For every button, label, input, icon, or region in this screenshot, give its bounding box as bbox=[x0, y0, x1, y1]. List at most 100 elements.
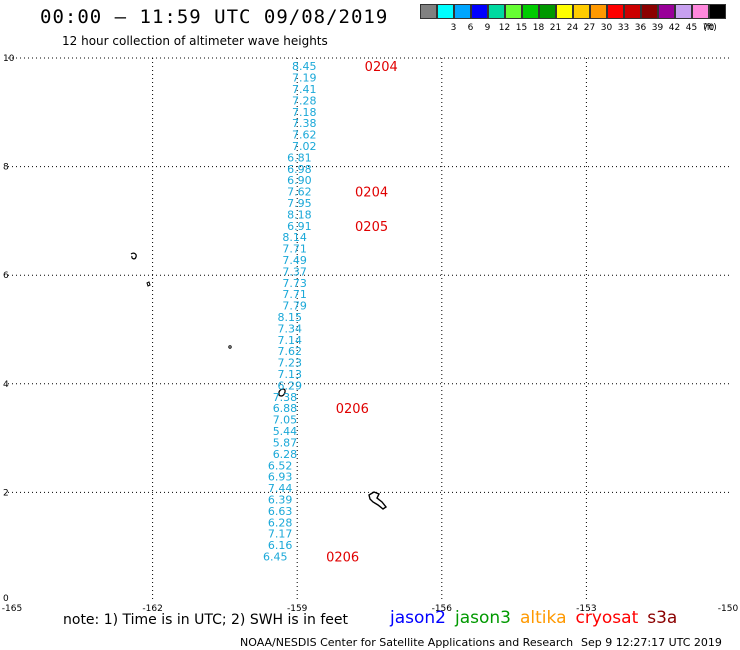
pass-time-label: 0206 bbox=[336, 402, 369, 417]
satellite-name: s3a bbox=[647, 608, 678, 628]
map-subtitle: 12 hour collection of altimeter wave hei… bbox=[62, 34, 328, 48]
wave-height-observation: 7.17 bbox=[268, 528, 293, 541]
color-swatch bbox=[709, 4, 726, 19]
wave-height-observation: 6.98 bbox=[287, 163, 312, 176]
wave-height-observation: 7.13 bbox=[278, 368, 303, 381]
wave-height-observation: 8.45 bbox=[292, 60, 317, 73]
color-scale-label: 33 bbox=[617, 23, 630, 33]
wave-height-observation: 8.14 bbox=[282, 231, 307, 244]
wave-height-observation: 7.44 bbox=[268, 482, 293, 495]
wave-height-observation: 6.90 bbox=[287, 174, 312, 187]
pass-time-label: 0204 bbox=[355, 186, 388, 201]
wave-height-observation: 7.19 bbox=[292, 72, 317, 85]
wave-height-observation: 7.05 bbox=[273, 414, 298, 427]
island-outline bbox=[368, 491, 388, 510]
wave-height-observation: 8.15 bbox=[278, 311, 303, 324]
satellite-legend: jason2 jason3 altika cryosat s3a bbox=[390, 608, 686, 628]
generation-timestamp: Sep 9 12:27:17 UTC 2019 bbox=[581, 636, 722, 649]
pass-time-label: 0204 bbox=[365, 60, 398, 75]
island-outline bbox=[130, 252, 137, 260]
wave-height-observation: 6.45 bbox=[263, 550, 288, 563]
wave-height-observation: 7.71 bbox=[282, 243, 307, 256]
color-scale-label: 39 bbox=[651, 23, 664, 33]
satellite-name: cryosat bbox=[575, 608, 639, 628]
latitude-tick-label: 10 bbox=[3, 54, 15, 64]
color-swatch bbox=[505, 4, 522, 19]
color-swatch bbox=[488, 4, 505, 19]
longitude-tick-label: -156 bbox=[432, 604, 453, 614]
longitude-tick-label: -153 bbox=[576, 604, 596, 614]
pass-time-label: 0206 bbox=[326, 550, 359, 565]
longitude-tick-label: -162 bbox=[142, 604, 162, 614]
color-swatch bbox=[437, 4, 454, 19]
color-scale-label: 42 bbox=[668, 23, 681, 33]
color-scale-label: 9 bbox=[484, 23, 491, 33]
wave-height-observation: 7.18 bbox=[292, 106, 317, 119]
color-scale-label: 3 bbox=[450, 23, 457, 33]
color-scale-label: 21 bbox=[549, 23, 562, 33]
pass-time-label: 0205 bbox=[355, 220, 388, 235]
wave-height-observation: 6.91 bbox=[287, 220, 312, 233]
island-outlines bbox=[130, 252, 388, 510]
wave-height-observation: 7.62 bbox=[278, 345, 303, 358]
color-swatch bbox=[590, 4, 607, 19]
color-scale-label: 30 bbox=[600, 23, 613, 33]
wave-height-observation: 7.38 bbox=[273, 391, 298, 404]
wave-height-observation: 7.62 bbox=[287, 186, 312, 199]
color-swatch bbox=[471, 4, 488, 19]
color-swatch bbox=[641, 4, 658, 19]
wave-height-observation: 6.39 bbox=[268, 493, 293, 506]
wave-height-observation: 6.16 bbox=[268, 539, 293, 552]
wave-height-observation: 7.41 bbox=[292, 83, 317, 96]
wave-height-observation: 7.49 bbox=[282, 254, 307, 267]
wave-height-observation: 6.81 bbox=[287, 151, 312, 164]
wave-height-observation: 7.28 bbox=[292, 94, 317, 107]
wave-height-observation: 5.87 bbox=[273, 436, 298, 449]
satellite-name: jason2 bbox=[390, 608, 446, 628]
color-swatch bbox=[454, 4, 471, 19]
island-outline bbox=[278, 388, 286, 397]
longitude-tick-label: -150 bbox=[718, 604, 739, 614]
satellite-name: altika bbox=[520, 608, 567, 628]
color-swatch bbox=[658, 4, 675, 19]
color-scale-label: 18 bbox=[532, 23, 545, 33]
latitude-tick-label: 6 bbox=[3, 271, 9, 281]
color-swatch bbox=[539, 4, 556, 19]
color-swatch bbox=[692, 4, 709, 19]
units-note: note: 1) Time is in UTC; 2) SWH is in fe… bbox=[63, 612, 349, 628]
wave-height-observation: 7.23 bbox=[278, 357, 303, 370]
wave-height-observation: 7.71 bbox=[282, 288, 307, 301]
wave-height-observation: 7.02 bbox=[292, 140, 317, 153]
altimeter-track: 8.457.197.417.287.187.387.627.026.816.98… bbox=[263, 60, 316, 563]
color-scale-label: 12 bbox=[498, 23, 511, 33]
wave-height-observation: 7.34 bbox=[278, 322, 303, 335]
wave-height-observation: 6.52 bbox=[268, 459, 293, 472]
wave-height-observation: 7.73 bbox=[282, 277, 307, 290]
color-scale-label: 45 bbox=[685, 23, 698, 33]
color-scale-label: 6 bbox=[467, 23, 474, 33]
color-scale-label: 70 bbox=[702, 23, 715, 33]
wave-height-observation: 6.28 bbox=[273, 448, 298, 461]
latitude-tick-label: 4 bbox=[3, 380, 9, 390]
color-swatch bbox=[573, 4, 590, 19]
map-title: 00:00 – 11:59 UTC 09/08/2019 bbox=[40, 6, 389, 28]
wave-height-observation: 7.14 bbox=[278, 334, 303, 347]
pass-labels: 0204 0204 0205 0206 0206 bbox=[326, 60, 398, 565]
color-swatch bbox=[522, 4, 539, 19]
wave-height-observation: 7.62 bbox=[292, 129, 317, 142]
wave-height-observation: 7.79 bbox=[282, 300, 307, 313]
longitude-tick-label: -159 bbox=[287, 604, 308, 614]
latitude-tick-label: 2 bbox=[3, 488, 9, 498]
color-scale-label: 27 bbox=[583, 23, 596, 33]
latitude-tick-label: 8 bbox=[3, 163, 9, 173]
wave-height-observation: 7.95 bbox=[287, 197, 312, 210]
color-scale-label: 36 bbox=[634, 23, 647, 33]
map-grid bbox=[8, 57, 731, 601]
color-swatch bbox=[556, 4, 573, 19]
wave-height-observation: 5.44 bbox=[273, 425, 298, 438]
wave-height-observation: 6.88 bbox=[273, 402, 298, 415]
wave-height-observation: 6.28 bbox=[268, 516, 293, 529]
wave-height-observation: 8.18 bbox=[287, 208, 312, 221]
color-swatch bbox=[675, 4, 692, 19]
